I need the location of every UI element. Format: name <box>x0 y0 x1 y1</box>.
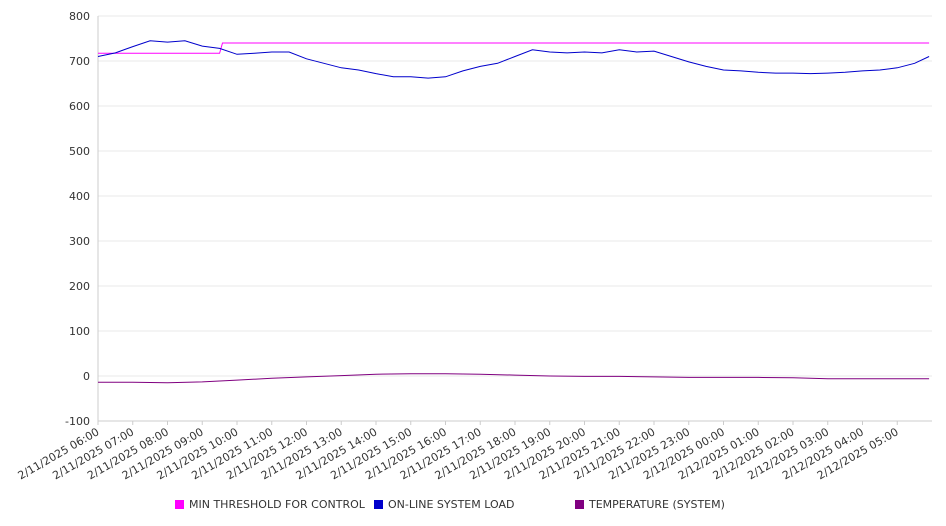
legend-item-system-load: ON-LINE SYSTEM LOAD <box>374 498 514 511</box>
y-tick-label: 100 <box>69 325 90 338</box>
series-line-min-threshold-for-control <box>98 42 930 54</box>
y-tick-label: 500 <box>69 145 90 158</box>
y-tick-label: 400 <box>69 190 90 203</box>
legend: MIN THRESHOLD FOR CONTROL ON-LINE SYSTEM… <box>0 498 946 516</box>
legend-swatch <box>374 500 383 509</box>
series-line-temperature-system <box>98 373 930 384</box>
y-tick-label: 300 <box>69 235 90 248</box>
y-tick-label: 800 <box>69 10 90 23</box>
y-tick-label: 200 <box>69 280 90 293</box>
legend-label: TEMPERATURE (SYSTEM) <box>589 498 725 511</box>
legend-label: MIN THRESHOLD FOR CONTROL <box>189 498 365 511</box>
x-axis: 2/11/2025 06:002/11/2025 07:002/11/2025 … <box>16 420 932 482</box>
gridlines <box>98 15 932 422</box>
series-line-on-line-system-load <box>97 40 930 79</box>
legend-label: ON-LINE SYSTEM LOAD <box>388 498 515 511</box>
plot-area <box>97 40 930 384</box>
legend-swatch <box>575 500 584 509</box>
y-tick-label: 0 <box>83 370 90 383</box>
y-tick-label: -100 <box>65 415 90 428</box>
y-tick-label: 600 <box>69 100 90 113</box>
y-tick-label: 700 <box>69 55 90 68</box>
legend-swatch <box>175 500 184 509</box>
y-axis: -100 0 100 200 300 400 500 600 700 800 <box>65 10 99 428</box>
legend-item-min-threshold: MIN THRESHOLD FOR CONTROL <box>175 498 365 511</box>
legend-item-temperature: TEMPERATURE (SYSTEM) <box>575 498 725 511</box>
